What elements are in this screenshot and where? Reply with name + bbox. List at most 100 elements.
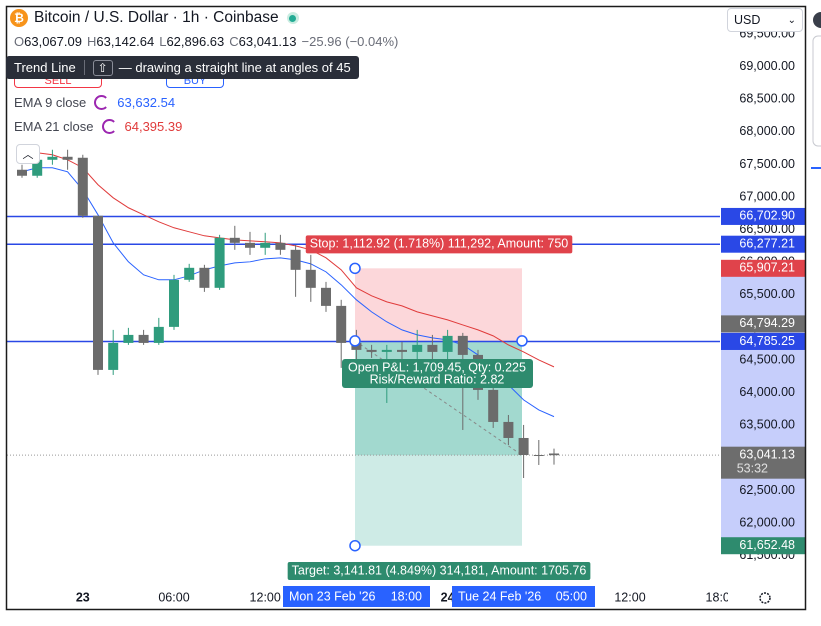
y-tick-label: 65,500.00 xyxy=(739,287,795,301)
crosshair-date: Tue 24 Feb '26 xyxy=(458,589,541,603)
candle-body xyxy=(17,169,27,176)
x-tick-label: 12:00 xyxy=(614,590,645,604)
candle-body xyxy=(366,349,377,352)
collapse-button[interactable]: ︿ xyxy=(16,144,40,164)
x-tick-label: 06:00 xyxy=(158,590,189,604)
stop-zone xyxy=(355,268,522,341)
candle-body xyxy=(290,249,301,270)
axis-range-highlight xyxy=(721,268,805,546)
legend-row: EMA 9 close 63,632.54 xyxy=(14,95,175,110)
level-label-bg xyxy=(721,207,805,225)
x-tick-label: 12:00 xyxy=(250,590,281,604)
candle-body xyxy=(397,349,407,352)
legend-icon xyxy=(94,95,110,110)
candle-body xyxy=(108,342,119,370)
settings-gear[interactable] xyxy=(759,592,771,604)
plot-area xyxy=(7,149,720,546)
legend-name: EMA 9 close xyxy=(14,95,87,110)
ohlc-row: O 63,067.09 H 63,142.64 L 62,896.63 C 63,041.13… xyxy=(14,34,398,49)
candle-body xyxy=(321,287,331,306)
target-price: 61,652.48 xyxy=(739,538,795,552)
legend-row: EMA 21 close 64,395.39 xyxy=(14,119,182,134)
ohlc-value: 63,041.13 xyxy=(238,34,297,49)
ema-line xyxy=(21,150,555,368)
chart-frame xyxy=(5,5,807,611)
candle-body xyxy=(214,237,225,288)
level-label: 64,785.25 xyxy=(739,334,795,348)
y-tick-label: 67,500.00 xyxy=(739,157,795,171)
crosshair-time: 05:00 xyxy=(556,589,587,603)
tooltip-text: — drawing a straight line at angles of 4… xyxy=(118,60,351,75)
entry-price: 64,794.29 xyxy=(739,316,795,330)
coin-icon: ₿ xyxy=(10,9,28,27)
stop-price: 65,907.21 xyxy=(739,261,795,275)
countdown: 53:32 xyxy=(737,461,768,475)
candle-body xyxy=(153,326,164,343)
rr-text: Risk/Reward Ratio: 2.82 xyxy=(370,372,505,386)
level-label: 66,277.21 xyxy=(739,236,795,250)
ohlc-key: H xyxy=(86,34,97,49)
target-text: Target: 3,141.81 (4.849%) 314,181, Amoun… xyxy=(292,563,587,577)
y-tick-label: 68,500.00 xyxy=(739,92,795,106)
target-price-bg xyxy=(721,537,805,555)
ohlc-value: 63,142.64 xyxy=(96,34,155,49)
candle-body xyxy=(245,242,255,248)
candle-body xyxy=(184,267,195,280)
crosshair-time-bg xyxy=(283,586,430,607)
y-tick-label: 66,500.00 xyxy=(739,222,795,236)
crosshair-date: Mon 23 Feb '26 xyxy=(289,589,376,603)
entry-price-bg xyxy=(721,315,805,333)
y-tick-label: 63,500.00 xyxy=(739,418,795,432)
candle-body xyxy=(488,389,499,422)
y-tick-label: 62,000.00 xyxy=(739,515,795,529)
stop-text-bg xyxy=(305,235,573,254)
candle-body xyxy=(412,344,423,352)
x-tick-label: 23 xyxy=(76,590,90,604)
ohlc-key: O xyxy=(14,34,25,49)
ohlc-value: 63,067.09 xyxy=(24,34,82,49)
pnl-text: Open P&L: 1,709.45, Qty: 0.225 xyxy=(348,360,526,374)
y-tick-label: 62,500.00 xyxy=(739,483,795,497)
x-axis: 23 06:00 12:00 24 12:00 18:00 xyxy=(76,590,728,604)
currency-label: USD xyxy=(734,13,761,27)
position-handle xyxy=(516,335,528,347)
candle-body xyxy=(199,267,210,288)
tooltip-title: Trend Line xyxy=(14,60,76,75)
candle-body xyxy=(229,237,240,243)
pnl-box: Open P&L: 1,709.45, Qty: 0.225Risk/Rewar… xyxy=(342,359,533,388)
candle-body xyxy=(457,335,468,355)
level-label-bg xyxy=(721,332,805,350)
stop-price-bg xyxy=(721,259,805,277)
level-label: 66,702.90 xyxy=(739,209,795,223)
y-tick-label: 69,000.00 xyxy=(739,59,795,73)
candle-body xyxy=(336,305,347,343)
legend-value: 63,632.54 xyxy=(117,95,176,110)
x-tick-label: 24 xyxy=(441,590,455,604)
status-dot xyxy=(286,12,299,24)
currency-dropdown[interactable]: USD ⌄ xyxy=(727,8,803,32)
symbol-title[interactable]: Bitcoin / U.S. Dollar · 1h · Coinbase xyxy=(34,9,279,26)
ohlc-change: −25.96 (−0.04%) xyxy=(301,34,399,49)
candle-body xyxy=(93,215,103,370)
candle-body xyxy=(442,335,453,352)
candle-body xyxy=(138,334,149,343)
y-tick-label: 64,000.00 xyxy=(739,385,795,399)
legend-name: EMA 21 close xyxy=(14,119,94,134)
ohlc-key: L xyxy=(159,34,167,49)
tooltip: Trend Line ⇧ — drawing a straight line a… xyxy=(6,56,359,79)
last-price: 63,041.13 xyxy=(739,447,795,461)
candle-body xyxy=(260,242,271,248)
candle-body xyxy=(275,242,286,250)
y-tick-label: 68,000.00 xyxy=(739,124,795,138)
ohlc-key: C xyxy=(229,34,239,49)
candle-body xyxy=(47,156,58,160)
pnl-bg xyxy=(342,359,533,388)
pnl-dash xyxy=(354,340,523,456)
tooltip-key: ⇧ xyxy=(92,59,113,76)
side-panel-edge xyxy=(812,35,821,147)
last-price-bg xyxy=(721,446,805,479)
level-label-bg xyxy=(721,235,805,253)
position-handle xyxy=(349,335,361,347)
